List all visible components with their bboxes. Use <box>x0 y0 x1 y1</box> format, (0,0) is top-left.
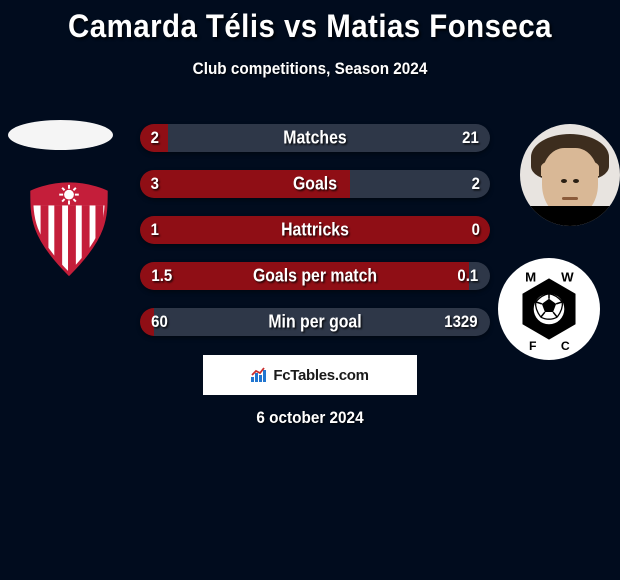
stat-label: Min per goal <box>268 312 361 333</box>
club-left-badge <box>20 178 118 276</box>
stat-left-value: 1.5 <box>151 266 172 286</box>
svg-text:W: W <box>561 269 574 284</box>
stat-right-value: 2 <box>471 174 479 194</box>
stat-label: Matches <box>283 128 346 149</box>
bar-chart-icon <box>251 367 269 387</box>
subtitle: Club competitions, Season 2024 <box>31 59 589 79</box>
stat-left-value: 1 <box>151 220 159 240</box>
stat-left-value: 60 <box>151 312 168 332</box>
stat-left-value: 3 <box>151 174 159 194</box>
fctables-watermark: FcTables.com <box>203 355 417 395</box>
stat-bar: 60 1329 Min per goal <box>140 308 490 336</box>
stat-bar: 1.5 0.1 Goals per match <box>140 262 490 290</box>
date-label: 6 october 2024 <box>31 408 589 428</box>
player-left-avatar <box>8 120 113 150</box>
fctables-label: FcTables.com <box>273 367 368 384</box>
club-right-badge: M W F C <box>498 258 600 360</box>
svg-text:F: F <box>529 339 537 353</box>
stat-label: Goals <box>293 174 337 195</box>
stat-bar: 1 0 Hattricks <box>140 216 490 244</box>
stat-label: Goals per match <box>253 266 377 287</box>
stat-right-value: 1329 <box>444 312 477 332</box>
stat-bar: 2 21 Matches <box>140 124 490 152</box>
player-right-avatar <box>520 124 620 226</box>
page-title: Camarda Télis vs Matias Fonseca <box>25 0 595 45</box>
stat-bar: 3 2 Goals <box>140 170 490 198</box>
stat-right-value: 0.1 <box>458 266 479 286</box>
stat-left-value: 2 <box>151 128 159 148</box>
stats-bars: 2 21 Matches 3 2 Goals 1 0 Hattricks 1.5 0.1 Goals … <box>140 124 490 354</box>
svg-text:C: C <box>561 339 570 353</box>
stat-label: Hattricks <box>281 220 349 241</box>
stat-right-value: 21 <box>462 128 479 148</box>
svg-text:M: M <box>525 269 536 284</box>
stat-right-value: 0 <box>471 220 479 240</box>
